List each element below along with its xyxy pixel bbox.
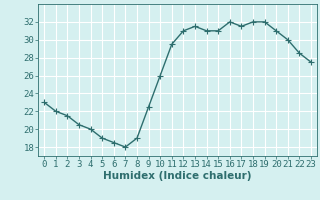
- X-axis label: Humidex (Indice chaleur): Humidex (Indice chaleur): [103, 171, 252, 181]
